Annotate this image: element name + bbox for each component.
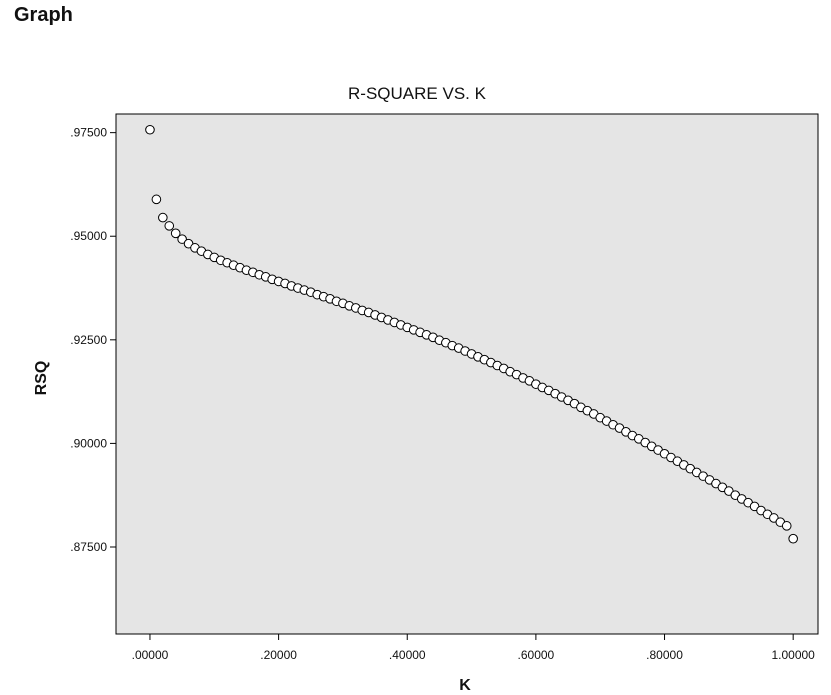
data-point [781,521,792,531]
data-point [170,228,181,239]
data-point [177,234,187,244]
x-tick-label: 1.00000 [771,648,815,662]
data-point [151,194,162,205]
x-axis: .00000 .20000 .40000 .60000 .80000 1.00000 [132,634,815,662]
y-axis-label: RSQ [33,361,50,396]
data-point [164,221,175,231]
y-axis: .87500 .90000 .92500 .95000 .97500 [70,126,116,554]
data-points [145,124,798,544]
x-tick-label: .00000 [132,648,169,662]
y-tick-label: .87500 [70,540,107,554]
x-tick-label: .40000 [389,648,426,662]
x-tick-label: .80000 [646,648,683,662]
x-tick-label: .20000 [260,648,297,662]
y-tick-label: .90000 [70,436,107,450]
data-point [158,212,168,223]
x-tick-label: .60000 [518,648,555,662]
page-heading: Graph [14,4,73,26]
y-tick-label: .95000 [70,229,107,243]
chart-title: R-SQUARE VS. K [348,84,487,103]
data-point [145,124,155,135]
x-axis-label: K [459,677,471,694]
plot-area [115,113,819,635]
y-tick-label: .97500 [70,126,107,140]
y-tick-label: .92500 [70,333,107,347]
data-point [788,533,798,544]
